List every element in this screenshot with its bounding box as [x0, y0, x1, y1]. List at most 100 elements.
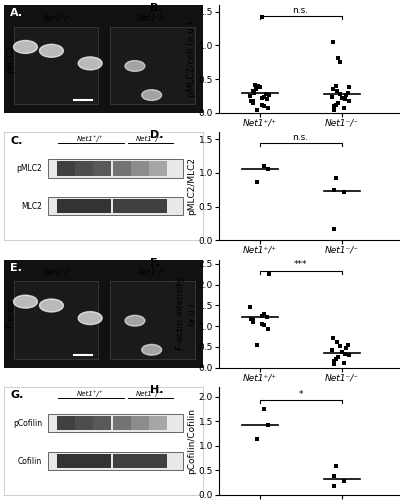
Point — [336, 342, 343, 350]
Bar — [75, 200, 93, 213]
Point — [331, 482, 337, 490]
Bar — [93, 454, 111, 468]
Text: E.: E. — [10, 263, 22, 273]
Point — [258, 320, 265, 328]
Point — [265, 166, 272, 173]
Bar — [14, 282, 98, 359]
Bar — [113, 162, 131, 175]
Y-axis label: F-actin intensity
(a.u.): F-actin intensity (a.u.) — [177, 277, 196, 350]
Point — [258, 94, 265, 102]
Text: Net1⁻/⁻: Net1⁻/⁻ — [136, 136, 163, 142]
Point — [247, 92, 253, 100]
Point — [339, 94, 346, 102]
Point — [254, 341, 260, 349]
Bar — [149, 162, 166, 175]
Circle shape — [39, 44, 63, 58]
Point — [334, 338, 340, 346]
Text: H.: H. — [150, 385, 164, 395]
Point — [345, 351, 352, 359]
Bar — [75, 416, 93, 430]
Bar — [149, 416, 166, 430]
Text: A.: A. — [10, 8, 23, 18]
Point — [264, 96, 270, 104]
Text: pCofilin: pCofilin — [13, 418, 42, 428]
Point — [330, 334, 336, 342]
Text: Net1⁺/⁺: Net1⁺/⁺ — [77, 136, 103, 142]
Point — [333, 462, 340, 469]
Point — [345, 84, 352, 92]
Text: C.: C. — [10, 136, 23, 145]
Text: D.: D. — [150, 130, 164, 140]
Y-axis label: pMLC2/MLC2: pMLC2/MLC2 — [187, 158, 196, 216]
Circle shape — [142, 344, 162, 355]
Point — [335, 54, 341, 62]
Point — [341, 188, 347, 196]
Point — [331, 360, 337, 368]
Point — [341, 360, 347, 368]
Point — [331, 106, 337, 114]
Point — [342, 350, 348, 358]
Bar — [131, 200, 149, 213]
Bar — [57, 416, 75, 430]
Text: pMLC2: pMLC2 — [16, 164, 42, 173]
Point — [250, 86, 257, 94]
Point — [335, 354, 341, 362]
Text: Net1⁺/⁺: Net1⁺/⁺ — [42, 268, 71, 277]
Text: A.: A. — [10, 8, 23, 18]
Point — [266, 90, 272, 98]
Point — [343, 344, 349, 351]
Bar — [57, 454, 75, 468]
Point — [331, 225, 337, 233]
Point — [330, 38, 337, 46]
Point — [331, 102, 338, 110]
Point — [329, 92, 336, 100]
Bar — [57, 162, 75, 175]
Text: B.: B. — [150, 3, 163, 13]
Point — [258, 101, 265, 109]
Point — [261, 322, 267, 330]
Point — [337, 58, 343, 66]
Circle shape — [125, 60, 145, 72]
Bar — [93, 162, 111, 175]
Point — [344, 341, 351, 349]
Bar — [14, 26, 98, 104]
Text: ***: *** — [294, 260, 307, 270]
Point — [344, 88, 351, 96]
Point — [333, 356, 340, 364]
Bar — [113, 200, 131, 213]
Text: Net1⁻/⁻: Net1⁻/⁻ — [138, 14, 167, 22]
Text: F-actin: F-actin — [6, 300, 15, 328]
Text: n.s.: n.s. — [293, 133, 309, 142]
Bar — [113, 454, 131, 468]
Bar — [48, 160, 183, 178]
Point — [252, 80, 259, 88]
Bar — [113, 416, 131, 430]
Point — [265, 326, 272, 334]
Point — [336, 90, 343, 98]
Bar — [131, 162, 149, 175]
Circle shape — [142, 90, 162, 101]
Point — [254, 434, 260, 442]
Text: Net1⁺/⁺: Net1⁺/⁺ — [77, 390, 103, 397]
Bar — [131, 416, 149, 430]
Point — [254, 178, 260, 186]
Point — [331, 186, 338, 194]
Text: Net1⁻/⁻: Net1⁻/⁻ — [136, 390, 163, 397]
Point — [260, 310, 267, 318]
Point — [333, 82, 339, 90]
Point — [264, 313, 270, 321]
Y-axis label: pMLC2/cell (a.u.): pMLC2/cell (a.u.) — [187, 21, 196, 97]
Point — [339, 348, 346, 356]
Bar — [48, 197, 183, 216]
Point — [261, 102, 267, 110]
Bar — [149, 454, 166, 468]
Circle shape — [78, 57, 102, 70]
Point — [250, 88, 257, 96]
Bar — [110, 282, 195, 359]
Point — [266, 270, 272, 278]
Bar — [75, 162, 93, 175]
Bar — [75, 454, 93, 468]
Point — [331, 358, 338, 366]
Point — [260, 94, 267, 102]
Point — [255, 82, 262, 90]
